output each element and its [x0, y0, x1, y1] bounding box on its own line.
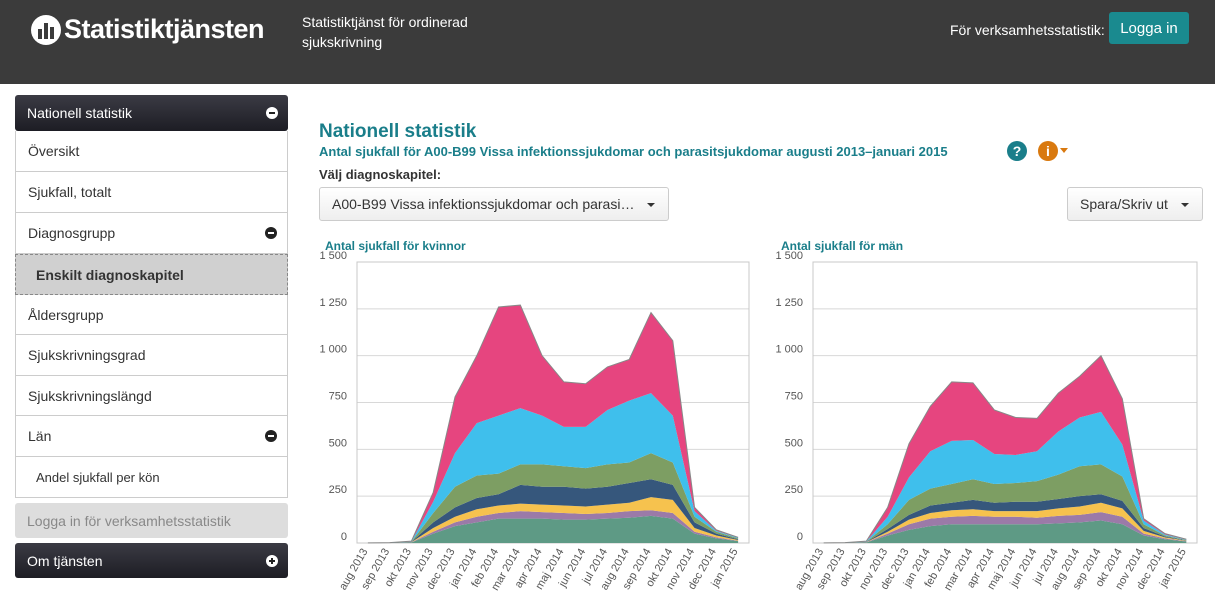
chart: Antal sjukfall för män 0 250 500 750 1 000 1 2… [775, 239, 1198, 593]
sidebar-section-label: Om tjänsten [27, 552, 103, 569]
area-layer [367, 393, 739, 543]
collapse-icon [265, 227, 277, 239]
y-tick-label: 1 250 [319, 297, 347, 309]
nav-label: Sjukskrivningsgrad [28, 347, 146, 363]
expand-icon [266, 554, 278, 567]
y-tick-label: 500 [785, 437, 803, 449]
y-tick-label: 750 [329, 391, 347, 403]
nav-item[interactable]: Sjukskrivningsgrad [15, 335, 288, 376]
sidebar-section[interactable]: Om tjänsten [15, 543, 288, 578]
collapse-icon [266, 107, 278, 119]
area-layer [367, 479, 739, 543]
nav-label: Diagnosgrupp [28, 225, 116, 241]
help-icon[interactable]: ? [1007, 141, 1027, 161]
area-layer [367, 510, 739, 543]
chart: Antal sjukfall för kvinnor 0 250 500 750 1 00… [319, 239, 750, 593]
area-layer [823, 494, 1187, 543]
area-layer [823, 355, 1187, 543]
y-tick-label: 0 [341, 531, 347, 543]
y-tick-label: 1 250 [775, 297, 803, 309]
logo-icon [31, 15, 61, 45]
area-layer [823, 512, 1187, 543]
y-tick-label: 1 500 [319, 250, 347, 262]
login-button[interactable]: Logga in [1109, 12, 1189, 44]
area-layer [367, 515, 739, 543]
y-tick-label: 1 000 [775, 344, 803, 356]
caret [647, 203, 655, 207]
nav-label: Län [28, 428, 52, 444]
info-icon[interactable]: i [1038, 141, 1058, 161]
area-outline [823, 354, 1187, 544]
nav-label: Logga in för verksamhetsstatistik [27, 512, 231, 529]
area-layer [823, 502, 1187, 543]
page-subtitle: Antal sjukfall för A00-B99 Vissa infekti… [319, 144, 948, 159]
chart-title: Antal sjukfall för män [781, 239, 903, 253]
nav-item[interactable]: Sjukfall, totalt [15, 172, 288, 213]
area-layer [367, 453, 739, 543]
area-layer [367, 305, 739, 543]
y-tick-label: 500 [329, 437, 347, 449]
y-tick-label: 1 500 [775, 250, 803, 262]
nav-label: Enskilt diagnoskapitel [36, 266, 184, 283]
area-outline [367, 304, 739, 544]
collapse-icon [265, 430, 277, 442]
y-tick-label: 250 [785, 484, 803, 496]
nav-item[interactable]: Län [15, 416, 288, 457]
login-prompt: För verksamhetsstatistik: [950, 22, 1105, 38]
nav-label: Sjukskrivningslängd [28, 387, 152, 404]
nav-item-disabled: Logga in för verksamhetsstatistik [15, 503, 288, 538]
page-title: Nationell statistik [319, 121, 477, 142]
nav-label: Andel sjukfall per kön [36, 469, 160, 485]
diagnosis-select[interactable]: A00-B99 Vissa infektionssjukdomar och pa… [319, 187, 669, 221]
nav-item[interactable]: Diagnosgrupp [15, 213, 288, 254]
nav-label: Översikt [28, 143, 80, 159]
y-tick-label: 750 [785, 391, 803, 403]
area-layer [823, 520, 1187, 543]
y-tick-label: 1 000 [319, 344, 347, 356]
nav-label: Åldersgrupp [28, 306, 104, 323]
sidebar-section-label: Nationell statistik [27, 105, 133, 121]
header-subtitle: Statistiktjänst för ordinerad sjukskrivn… [302, 14, 468, 50]
info-caret [1060, 148, 1068, 153]
logo[interactable]: Statistiktjänsten [64, 14, 265, 44]
caret [1181, 203, 1189, 207]
area-layer [823, 464, 1187, 543]
save-label: Spara/Skriv ut [1080, 196, 1168, 212]
y-tick-label: 250 [329, 484, 347, 496]
nav-item[interactable]: Andel sjukfall per kön [15, 457, 288, 498]
y-tick-label: 0 [797, 531, 803, 543]
chart-title: Antal sjukfall för kvinnor [325, 239, 466, 253]
nav-item[interactable]: Åldersgrupp [15, 295, 288, 335]
nav-item[interactable]: Översikt [15, 131, 288, 172]
nav-item[interactable]: Sjukskrivningslängd [15, 376, 288, 416]
top-bar: Statistiktjänsten Statistiktjänst för or… [0, 0, 1215, 84]
sidebar-section[interactable]: Nationell statistik [15, 95, 288, 131]
select-label: Välj diagnoskapitel: [319, 167, 442, 182]
nav-label: Sjukfall, totalt [28, 184, 112, 200]
select-value: A00-B99 Vissa infektionssjukdomar och pa… [332, 196, 635, 212]
save-button[interactable]: Spara/Skriv ut [1067, 187, 1203, 221]
area-layer [367, 497, 739, 543]
nav-item-selected[interactable]: Enskilt diagnoskapitel [15, 254, 288, 295]
area-layer [823, 411, 1187, 543]
